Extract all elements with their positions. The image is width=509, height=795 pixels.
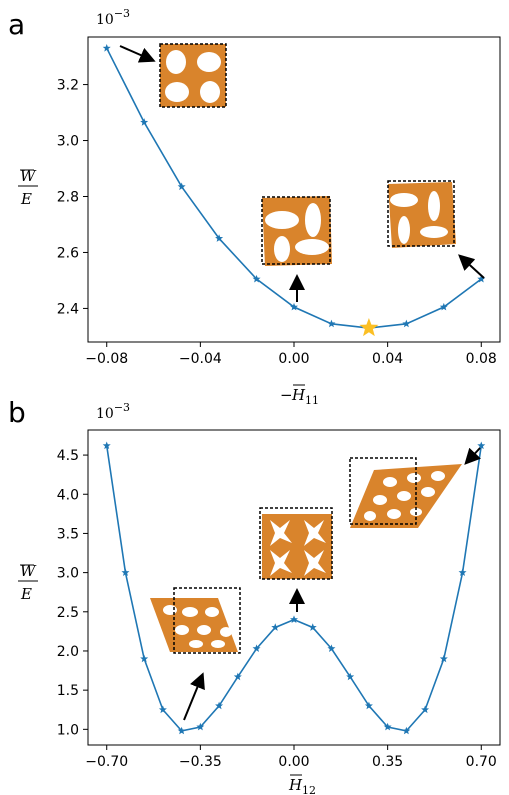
svg-text:H: H (288, 776, 303, 794)
data-point-b-18 (439, 654, 448, 663)
arrow-a-left (119, 45, 156, 63)
svg-text:W: W (20, 562, 37, 580)
y-tick-label-b-0: 1.0 (57, 722, 79, 738)
data-point-b-15 (383, 722, 392, 731)
series-a (102, 43, 486, 337)
x-tick-label-b-0: −0.70 (85, 754, 128, 770)
data-point-b-1 (121, 568, 130, 577)
x-tick-label-b-2: 0.00 (278, 754, 309, 770)
data-point-a-6 (327, 319, 336, 328)
svg-text:E: E (20, 585, 32, 603)
data-point-b-13 (346, 672, 355, 681)
x-tick-label-b-1: −0.35 (179, 754, 222, 770)
y-exponent-a: 10−3 (96, 7, 130, 28)
data-point-a-10 (477, 274, 486, 283)
y-tick-label-b-6: 4.0 (57, 487, 79, 503)
data-point-a-8 (402, 319, 411, 328)
data-point-b-10 (290, 615, 298, 624)
panel-label-a: a (8, 8, 25, 41)
data-point-b-12 (327, 644, 336, 653)
arrow-b-left (183, 672, 205, 721)
y-tick-label-a-3: 3.0 (57, 134, 79, 150)
data-point-a-0 (102, 43, 111, 52)
data-point-b-3 (158, 705, 167, 714)
data-point-b-8 (252, 644, 261, 653)
data-point-b-19 (458, 568, 467, 577)
x-tick-label-a-3: 0.04 (372, 351, 403, 367)
data-point-b-4 (177, 726, 186, 735)
highlight-star-a (359, 318, 379, 337)
arrow-a-right (458, 254, 485, 279)
y-exponent-b: 10−3 (96, 401, 130, 422)
arrow-b-right (464, 447, 482, 465)
data-point-b-14 (364, 701, 373, 710)
inset-a-right (387, 180, 456, 248)
data-point-b-16 (402, 726, 411, 735)
ticks-b: −0.70 −0.35 0.00 0.35 0.70 1.0 1.5 2.0 2.5 3.0 3.5… (57, 448, 497, 770)
svg-text:−: − (280, 386, 293, 404)
y-tick-label-b-5: 3.5 (57, 526, 79, 542)
data-point-b-11 (308, 623, 317, 631)
svg-text:E: E (20, 190, 32, 208)
x-tick-label-a-0: −0.08 (85, 351, 128, 367)
y-tick-label-b-7: 4.5 (57, 448, 79, 464)
y-tick-label-a-0: 2.4 (57, 301, 79, 317)
inset-b-middle (259, 507, 333, 580)
data-point-b-6 (215, 701, 224, 710)
y-tick-label-b-2: 2.0 (57, 644, 79, 660)
y-axis-label-a: W E (18, 167, 38, 208)
inset-b-left (150, 587, 241, 654)
x-tick-label-b-3: 0.35 (372, 754, 403, 770)
inset-b-right (349, 457, 462, 528)
data-point-a-9 (439, 302, 448, 311)
x-tick-label-a-4: 0.08 (466, 351, 497, 367)
inset-a-left (159, 43, 227, 108)
ticks-a: −0.08 −0.04 0.00 0.04 0.08 2.4 2.6 2.8 3.0 3.2 (57, 78, 497, 367)
data-point-a-4 (252, 274, 261, 283)
x-axis-label-a: − H 11 (280, 384, 319, 407)
data-point-a-5 (290, 302, 298, 311)
y-axis-label-b: W E (18, 562, 38, 603)
y-tick-label-a-1: 2.6 (57, 245, 79, 261)
y-tick-label-b-3: 2.5 (57, 605, 79, 621)
svg-text:H: H (291, 386, 306, 404)
data-point-b-0 (102, 441, 111, 450)
data-point-a-3 (215, 234, 224, 242)
y-tick-label-b-1: 1.5 (57, 683, 79, 699)
x-tick-label-a-2: 0.00 (278, 351, 309, 367)
y-tick-label-b-4: 3.0 (57, 566, 79, 582)
data-point-b-9 (271, 623, 280, 631)
series-b (102, 441, 486, 735)
data-point-b-17 (421, 705, 430, 714)
data-point-b-7 (233, 672, 242, 681)
data-point-b-20 (477, 441, 486, 450)
x-axis-label-b: H 12 (288, 774, 316, 795)
data-point-a-1 (140, 118, 149, 126)
svg-text:W: W (20, 167, 37, 185)
y-tick-label-a-4: 3.2 (57, 78, 79, 94)
data-point-a-2 (177, 182, 186, 191)
inset-a-middle (261, 196, 332, 266)
y-tick-label-a-2: 2.8 (57, 189, 79, 205)
data-point-b-5 (196, 722, 205, 731)
panel-label-b: b (8, 396, 26, 429)
x-tick-label-a-1: −0.04 (179, 351, 222, 367)
x-tick-label-b-4: 0.70 (466, 754, 497, 770)
data-point-b-2 (140, 654, 149, 663)
svg-text:12: 12 (302, 784, 316, 795)
svg-text:11: 11 (305, 394, 319, 407)
